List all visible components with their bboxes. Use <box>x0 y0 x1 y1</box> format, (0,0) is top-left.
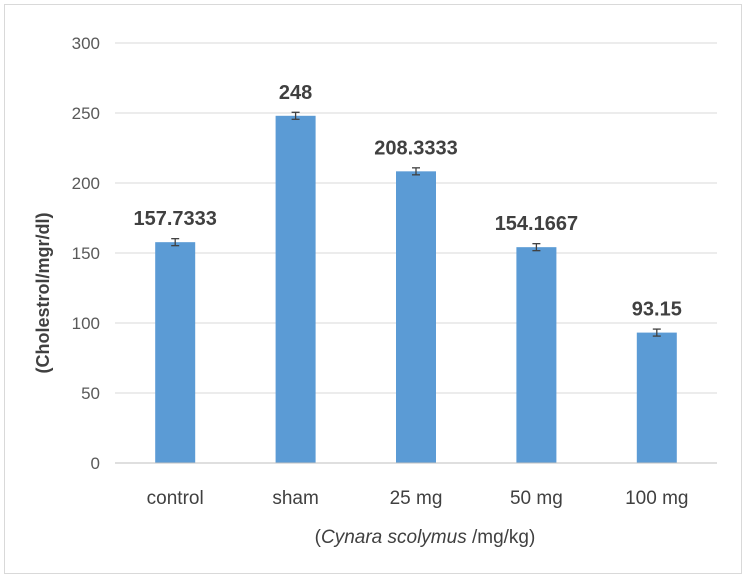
x-axis-title-open: ( <box>315 527 322 548</box>
chart-frame <box>4 4 742 574</box>
y-tick-label-50: 50 <box>81 384 100 403</box>
bars <box>155 115 677 464</box>
x-tick-label-1: sham <box>272 488 318 509</box>
bar-50-mg <box>516 247 557 463</box>
x-tick-label-0: control <box>147 488 204 509</box>
error-bar-0 <box>171 238 180 247</box>
data-label-3: 154.1667 <box>495 213 578 235</box>
error-bar-4 <box>652 328 661 337</box>
data-label-1: 248 <box>279 82 312 104</box>
data-label-2: 208.3333 <box>374 137 457 159</box>
x-tick-label-2: 25 mg <box>390 488 443 509</box>
data-labels: 157.7333 248 208.3333 154.1667 93.15 <box>133 82 681 321</box>
y-tick-labels: 0 50 100 150 200 250 300 <box>72 34 100 473</box>
bar-100-mg <box>636 332 677 463</box>
x-axis-title-species: Cynara scolymus <box>321 527 467 548</box>
bar-25-mg <box>396 171 436 463</box>
data-label-4: 93.15 <box>632 299 682 321</box>
y-tick-label-300: 300 <box>72 34 100 53</box>
bar-control <box>155 242 196 463</box>
error-bars <box>171 111 661 337</box>
y-tick-label-250: 250 <box>72 104 100 123</box>
x-tick-label-3: 50 mg <box>510 488 563 509</box>
y-tick-label-150: 150 <box>72 244 100 263</box>
y-tick-label-0: 0 <box>91 454 100 473</box>
y-axis-title: (Cholestrol/mgr/dl) <box>33 212 53 373</box>
data-label-0: 157.7333 <box>133 208 216 230</box>
x-axis-title: (Cynara scolymus /mg/kg) <box>315 527 536 548</box>
x-tick-labels: control sham 25 mg 50 mg 100 mg <box>147 488 689 509</box>
error-bar-3 <box>532 243 541 252</box>
x-tick-label-4: 100 mg <box>625 488 688 509</box>
y-tick-label-200: 200 <box>72 174 100 193</box>
y-tick-label-100: 100 <box>72 314 100 333</box>
gridlines <box>115 42 717 394</box>
error-bar-2 <box>412 167 420 176</box>
error-bar-1 <box>291 111 300 120</box>
bar-sham <box>275 115 316 464</box>
x-axis-title-unit: /mg/kg) <box>467 527 536 548</box>
